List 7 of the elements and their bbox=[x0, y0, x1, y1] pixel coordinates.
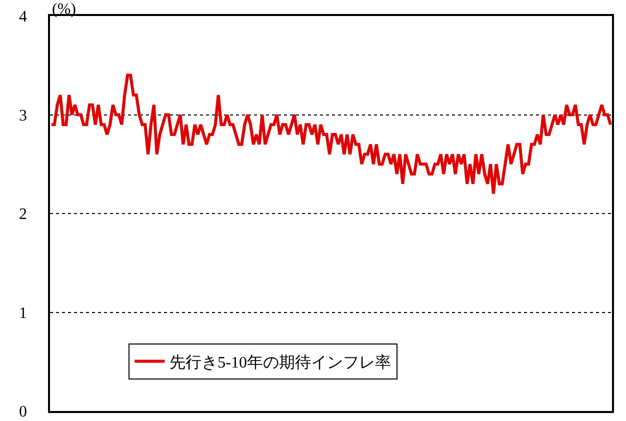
y-tick-label: 4 bbox=[19, 8, 28, 26]
y-tick-label: 1 bbox=[19, 304, 28, 322]
legend-label: 先行き5-10年の期待インフレ率 bbox=[170, 354, 392, 372]
y-tick-label: 2 bbox=[19, 206, 28, 224]
y-tick-label: 0 bbox=[19, 404, 28, 421]
y-tick-label: 3 bbox=[19, 107, 28, 124]
line-series bbox=[50, 74, 612, 196]
